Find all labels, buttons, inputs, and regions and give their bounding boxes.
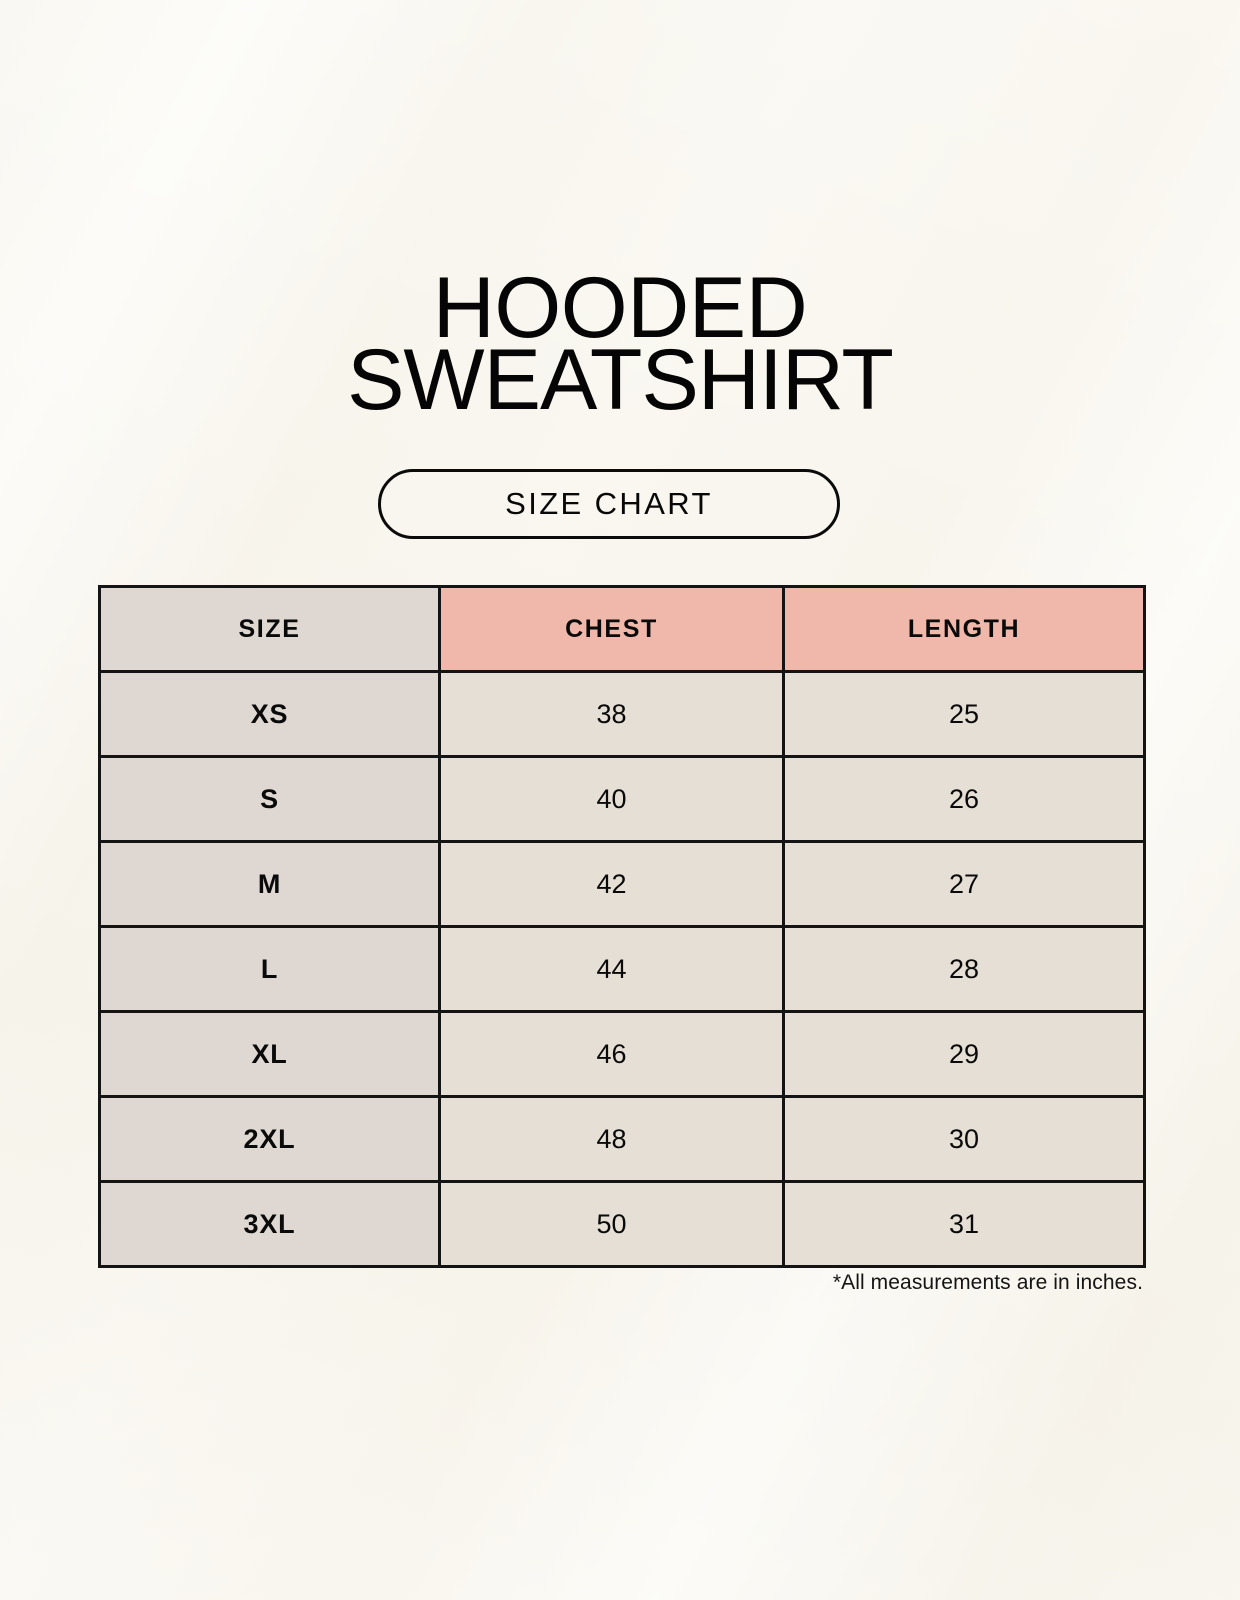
- cell-chest: 44: [438, 925, 785, 1013]
- cell-length: 27: [782, 840, 1146, 928]
- cell-chest: 40: [438, 755, 785, 843]
- cell-length: 25: [782, 670, 1146, 758]
- cell-length: 26: [782, 755, 1146, 843]
- table-header-row: SIZE CHEST LENGTH: [98, 585, 1146, 673]
- cell-size: XS: [98, 670, 441, 758]
- cell-chest: 48: [438, 1095, 785, 1183]
- page-title-line-2: SWEATSHIRT: [347, 332, 894, 428]
- column-header-size: SIZE: [98, 585, 441, 673]
- cell-chest: 38: [438, 670, 785, 758]
- cell-chest: 50: [438, 1180, 785, 1268]
- table-row: 2XL 48 30: [98, 1095, 1146, 1183]
- cell-size: S: [98, 755, 441, 843]
- cell-length: 28: [782, 925, 1146, 1013]
- column-header-chest: CHEST: [438, 585, 785, 673]
- cell-length: 29: [782, 1010, 1146, 1098]
- cell-size: 2XL: [98, 1095, 441, 1183]
- column-header-length: LENGTH: [782, 585, 1146, 673]
- table-row: XL 46 29: [98, 1010, 1146, 1098]
- measurements-footnote: *All measurements are in inches.: [832, 1271, 1143, 1294]
- cell-length: 30: [782, 1095, 1146, 1183]
- table-row: L 44 28: [98, 925, 1146, 1013]
- cell-size: XL: [98, 1010, 441, 1098]
- cell-size: L: [98, 925, 441, 1013]
- cell-size: M: [98, 840, 441, 928]
- table-row: XS 38 25: [98, 670, 1146, 758]
- table-row: S 40 26: [98, 755, 1146, 843]
- cell-chest: 42: [438, 840, 785, 928]
- size-chart-badge: SIZE CHART: [378, 469, 840, 539]
- table-body: XS 38 25 S 40 26 M 42 27 L 44 28 XL 46: [98, 670, 1146, 1268]
- cell-chest: 46: [438, 1010, 785, 1098]
- cell-length: 31: [782, 1180, 1146, 1268]
- page-title: HOODED SWEATSHIRT: [0, 265, 1240, 428]
- cell-size: 3XL: [98, 1180, 441, 1268]
- table-row: 3XL 50 31: [98, 1180, 1146, 1268]
- table-row: M 42 27: [98, 840, 1146, 928]
- table-header: SIZE CHEST LENGTH: [98, 585, 1146, 673]
- size-chart-badge-label: SIZE CHART: [505, 486, 713, 521]
- size-chart-table: SIZE CHEST LENGTH XS 38 25 S 40 26 M 42 …: [98, 585, 1146, 1268]
